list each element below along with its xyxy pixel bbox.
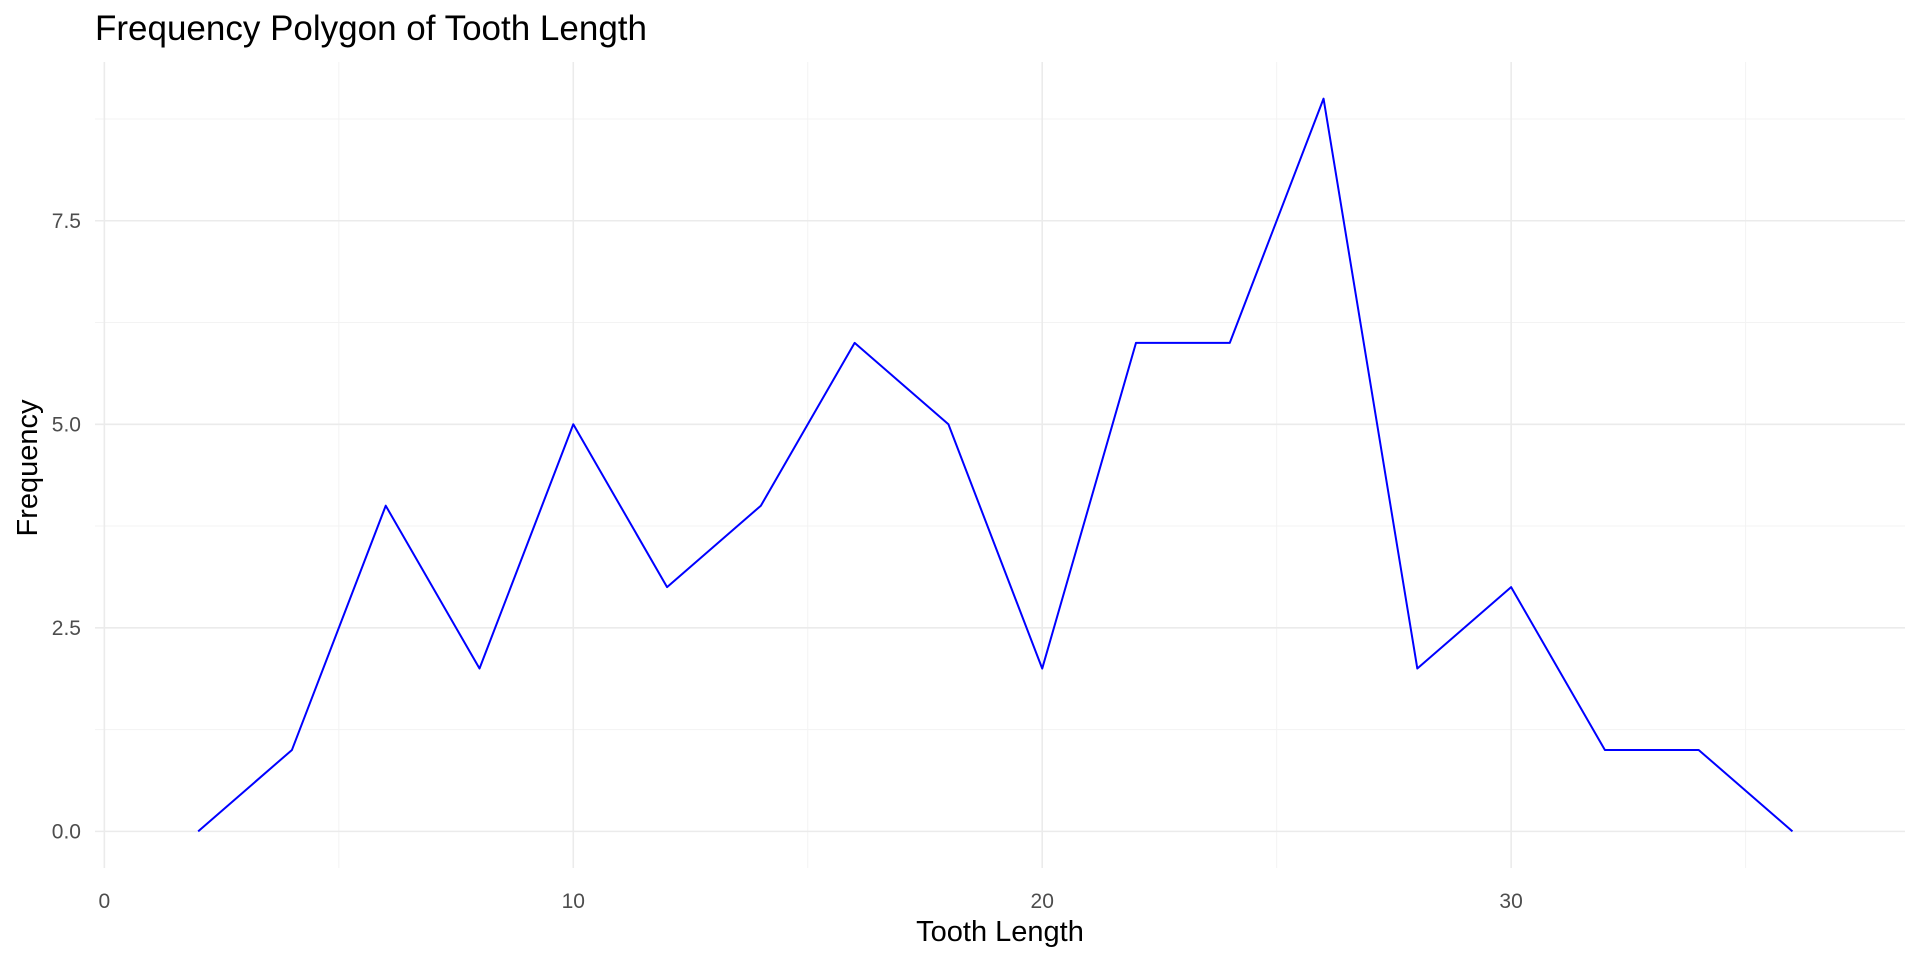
y-axis-title: Frequency — [12, 399, 44, 537]
y-tick-label-0: 0.0 — [52, 820, 81, 843]
x-tick-label-3: 30 — [1499, 890, 1522, 913]
major-gridlines — [95, 62, 1905, 868]
y-tick-label-3: 7.5 — [52, 210, 81, 233]
x-axis-title: Tooth Length — [916, 916, 1084, 948]
x-tick-label-0: 0 — [99, 890, 111, 913]
x-tick-label-1: 10 — [562, 890, 585, 913]
y-tick-label-2: 5.0 — [52, 413, 81, 436]
y-tick-labels: 0.0 2.5 5.0 7.5 — [52, 210, 81, 844]
x-tick-labels: 0 10 20 30 — [99, 890, 1523, 913]
x-tick-label-2: 20 — [1031, 890, 1054, 913]
y-tick-label-1: 2.5 — [52, 617, 81, 640]
chart-title: Frequency Polygon of Tooth Length — [95, 9, 647, 48]
series-line — [197, 97, 1794, 833]
